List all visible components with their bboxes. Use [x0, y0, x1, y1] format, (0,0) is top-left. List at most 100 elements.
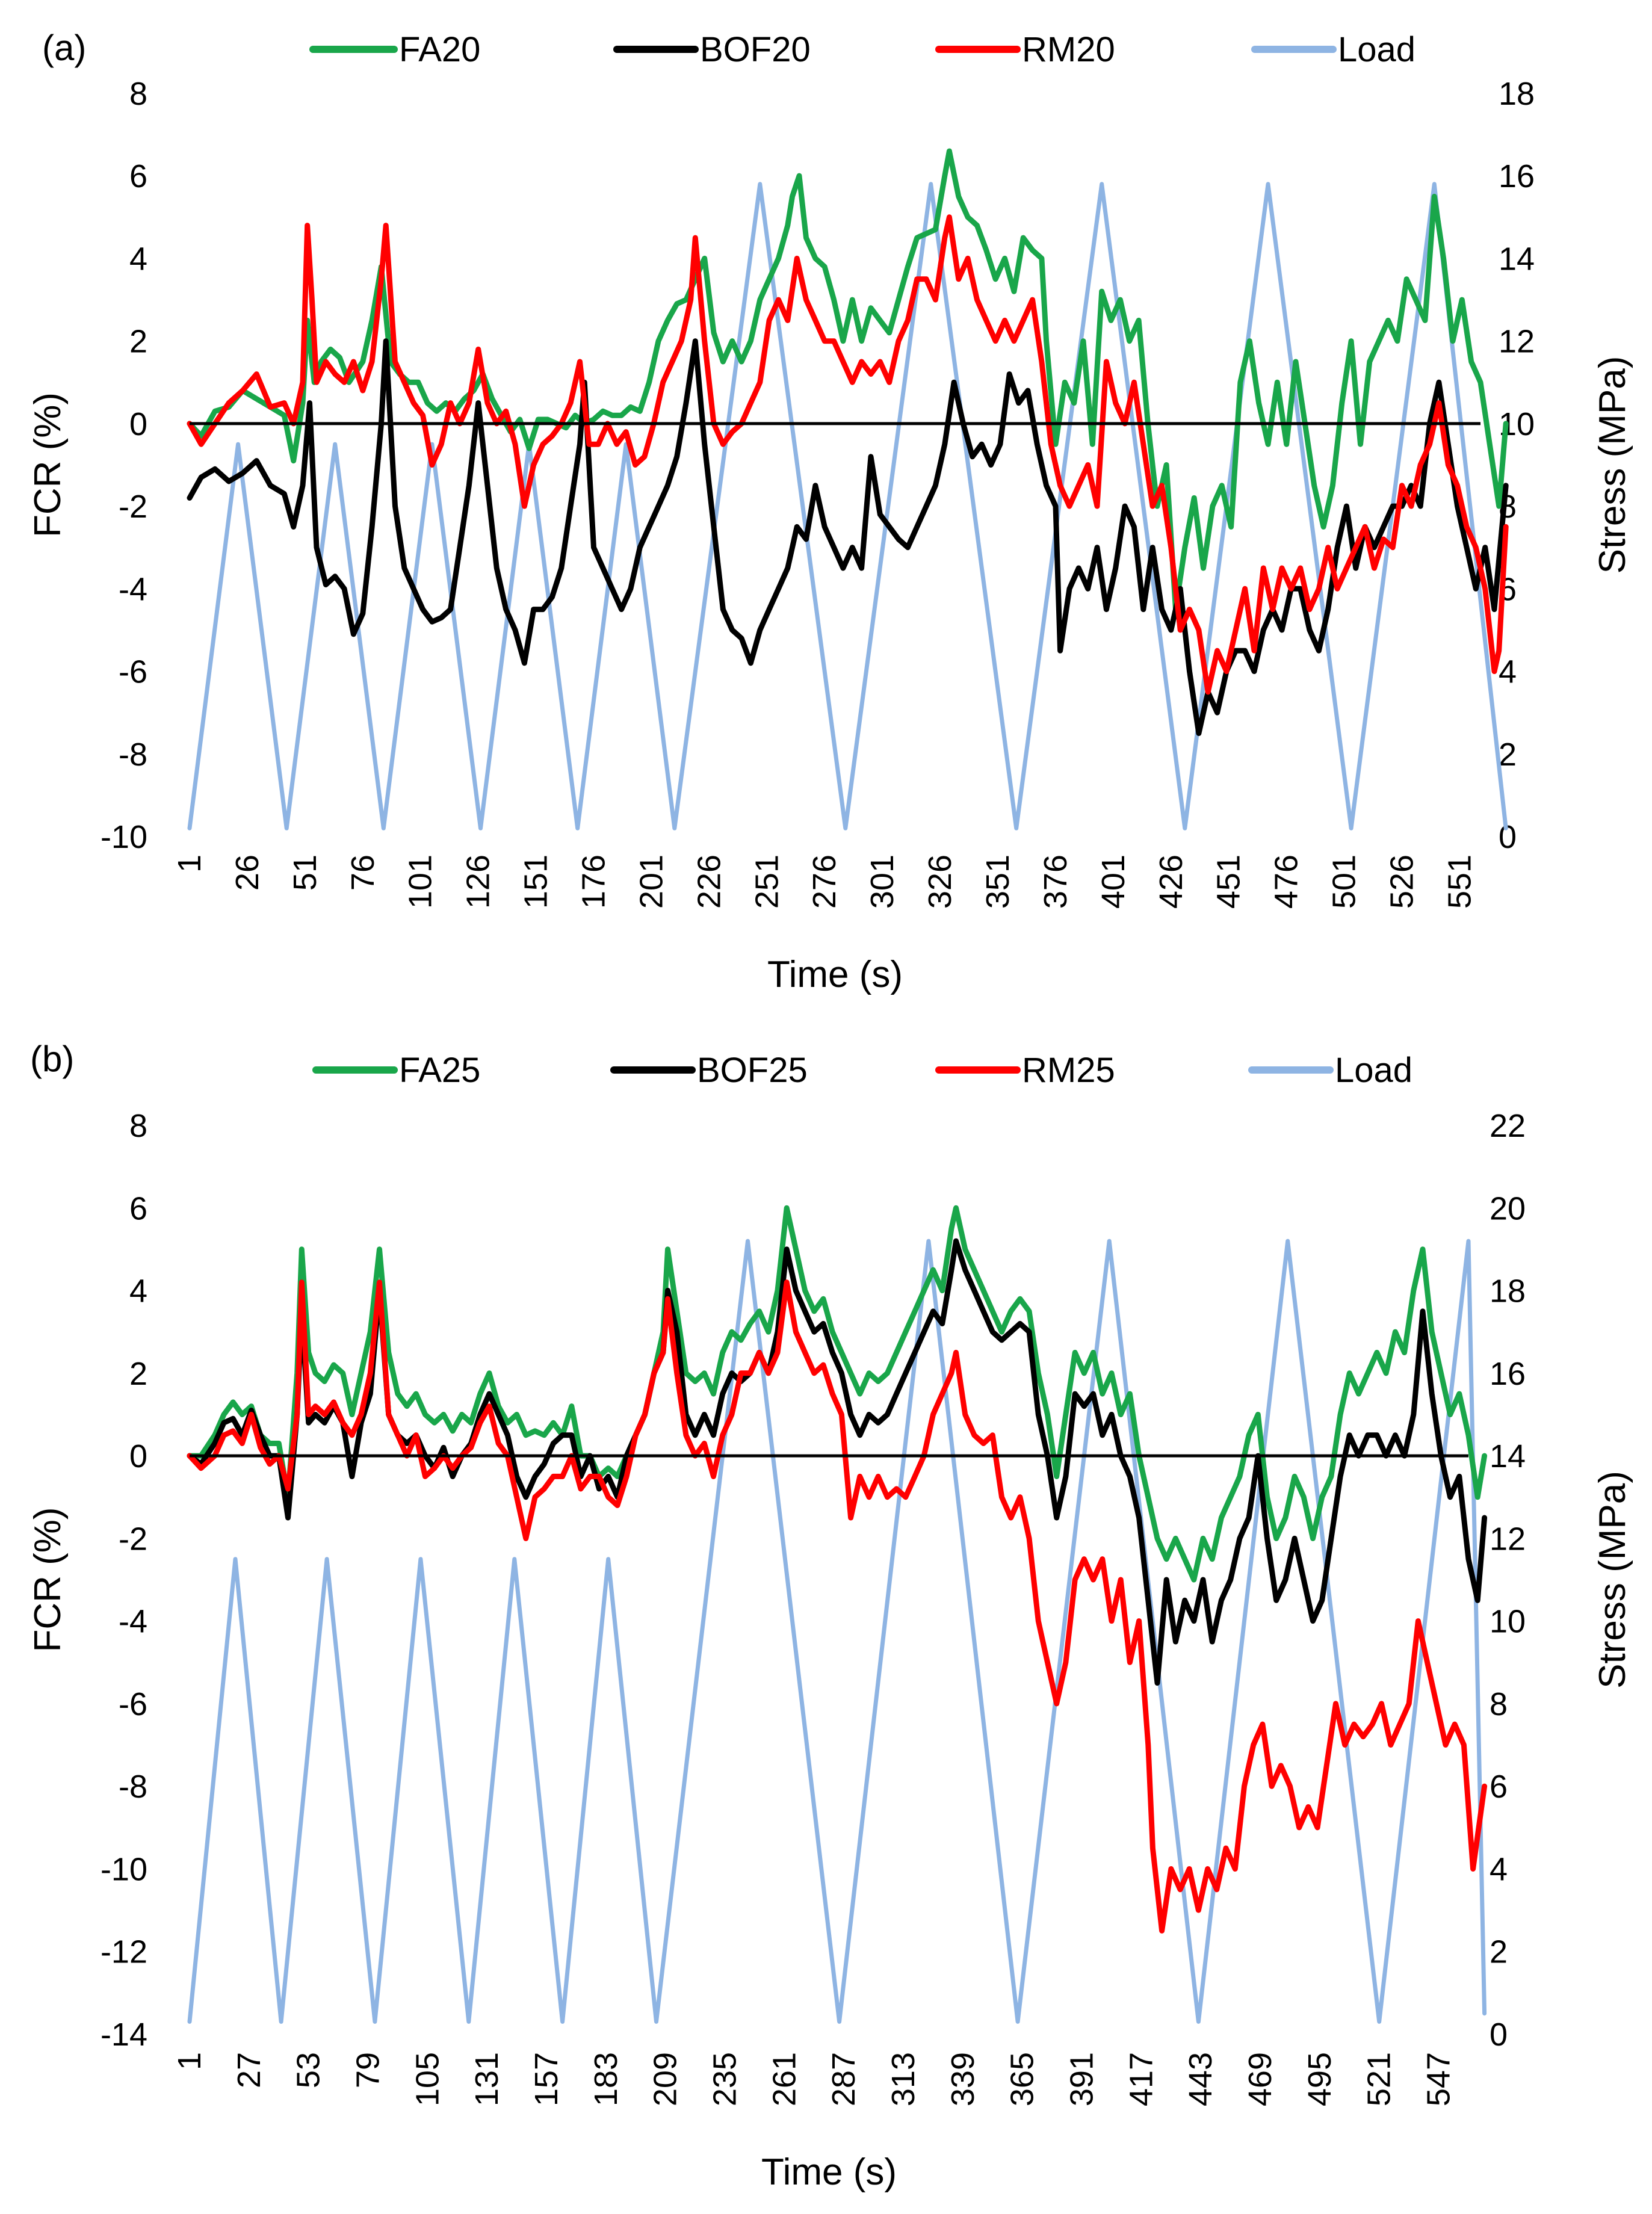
series-line-bof20	[187, 338, 1509, 736]
y2-tick-label: 20	[1490, 1190, 1526, 1226]
y2-tick-label: 16	[1490, 1356, 1526, 1392]
y-tick-label: 0	[129, 406, 147, 442]
y-tick-label: -4	[119, 1604, 147, 1640]
y2-tick-label: 14	[1490, 1438, 1526, 1474]
y2-tick-label: 0	[1499, 819, 1517, 855]
x-tick-label: 53	[291, 2052, 327, 2088]
legend-label-bof20: BOF20	[700, 30, 811, 69]
x-tick-label: 526	[1384, 855, 1420, 909]
y-tick-label: 4	[129, 241, 147, 277]
x-tick-label: 443	[1183, 2052, 1219, 2106]
x-tick-label: 426	[1153, 855, 1189, 909]
y-tick-label: -6	[119, 654, 147, 690]
y-tick-label: -2	[119, 1521, 147, 1557]
x-tick-label: 551	[1441, 855, 1477, 909]
series-line-bof25	[187, 1238, 1488, 1686]
x-axis-title: Time (s)	[767, 954, 903, 995]
y-tick-label: 6	[129, 158, 147, 194]
series-line-fa20	[187, 148, 1509, 613]
x-tick-label: 105	[409, 2052, 445, 2106]
y2-tick-label: 16	[1499, 158, 1535, 194]
x-tick-label: 1	[172, 855, 208, 873]
x-tick-label: 339	[945, 2052, 981, 2106]
chart-panel-b: (b)86420-2-4-6-8-10-12-14222018161412108…	[27, 1039, 1633, 2193]
y2-tick-label: 12	[1499, 324, 1535, 360]
x-tick-label: 313	[885, 2052, 921, 2106]
y2-tick-label: 0	[1490, 2017, 1508, 2053]
legend-label-load: Load	[1335, 1051, 1412, 1090]
y2-tick-label: 18	[1499, 76, 1535, 112]
x-tick-label: 27	[231, 2052, 267, 2088]
x-tick-label: 101	[403, 855, 439, 909]
legend-label-bof25: BOF25	[697, 1051, 808, 1090]
x-tick-label: 176	[576, 855, 612, 909]
x-tick-label: 365	[1004, 2052, 1041, 2106]
x-tick-label: 183	[588, 2052, 624, 2106]
y2-tick-label: 6	[1490, 1769, 1508, 1805]
legend-label-rm25: RM25	[1022, 1051, 1115, 1090]
x-tick-label: 391	[1064, 2052, 1100, 2106]
x-tick-label: 126	[460, 855, 497, 909]
y-tick-label: 6	[129, 1190, 147, 1226]
x-axis-title: Time (s)	[761, 2151, 897, 2193]
y-tick-label: 2	[129, 1356, 147, 1392]
y-tick-label: -8	[119, 1769, 147, 1805]
y-tick-label: -6	[119, 1686, 147, 1722]
x-tick-label: 469	[1242, 2052, 1278, 2106]
y-tick-label: -12	[101, 1934, 147, 1970]
x-tick-label: 476	[1269, 855, 1305, 909]
legend-label-load: Load	[1338, 30, 1415, 69]
x-tick-label: 151	[518, 855, 554, 909]
x-tick-label: 1	[172, 2052, 208, 2070]
y2-axis-title: Stress (MPa)	[1592, 1471, 1633, 1689]
legend-label-fa25: FA25	[399, 1051, 480, 1090]
y2-axis-title: Stress (MPa)	[1592, 356, 1633, 574]
x-tick-label: 326	[922, 855, 958, 909]
x-tick-label: 547	[1421, 2052, 1457, 2106]
y-tick-label: -4	[119, 571, 147, 607]
x-tick-label: 79	[350, 2052, 386, 2088]
x-tick-label: 521	[1361, 2052, 1397, 2106]
x-tick-label: 226	[691, 855, 727, 909]
x-tick-label: 401	[1095, 855, 1131, 909]
y2-tick-label: 10	[1490, 1604, 1526, 1640]
x-tick-label: 287	[826, 2052, 862, 2106]
legend-label-fa20: FA20	[399, 30, 480, 69]
y2-tick-label: 2	[1490, 1934, 1508, 1970]
y2-tick-label: 8	[1490, 1686, 1508, 1722]
y2-tick-label: 4	[1499, 654, 1517, 690]
legend-label-rm20: RM20	[1022, 30, 1115, 69]
y2-tick-label: 12	[1490, 1521, 1526, 1557]
x-tick-label: 26	[229, 855, 265, 891]
y2-tick-label: 22	[1490, 1108, 1526, 1144]
x-tick-label: 301	[864, 855, 900, 909]
series-line-load	[187, 1238, 1487, 2024]
x-tick-label: 131	[469, 2052, 505, 2106]
y-tick-label: -8	[119, 737, 147, 773]
x-tick-label: 235	[707, 2052, 743, 2106]
series-line-rm20	[187, 214, 1509, 695]
x-tick-label: 417	[1123, 2052, 1159, 2106]
y-tick-label: -14	[101, 2017, 147, 2053]
x-tick-label: 157	[528, 2052, 565, 2106]
y2-tick-label: 14	[1499, 241, 1535, 277]
x-tick-label: 376	[1038, 855, 1074, 909]
x-tick-label: 276	[806, 855, 843, 909]
y-tick-label: -10	[101, 819, 147, 855]
y-tick-label: -2	[119, 489, 147, 525]
y-tick-label: 0	[129, 1438, 147, 1474]
x-tick-label: 495	[1302, 2052, 1338, 2106]
y2-tick-label: 18	[1490, 1273, 1526, 1310]
y2-tick-label: 2	[1499, 737, 1517, 773]
series-line-fa25	[187, 1205, 1488, 1583]
y-axis-title: FCR (%)	[27, 392, 69, 537]
x-tick-label: 351	[980, 855, 1016, 909]
x-tick-label: 261	[766, 2052, 802, 2106]
panel-label: (a)	[42, 28, 86, 68]
x-tick-label: 201	[633, 855, 669, 909]
y-tick-label: 8	[129, 1108, 147, 1144]
x-tick-label: 209	[648, 2052, 684, 2106]
y-tick-label: -10	[101, 1851, 147, 1887]
